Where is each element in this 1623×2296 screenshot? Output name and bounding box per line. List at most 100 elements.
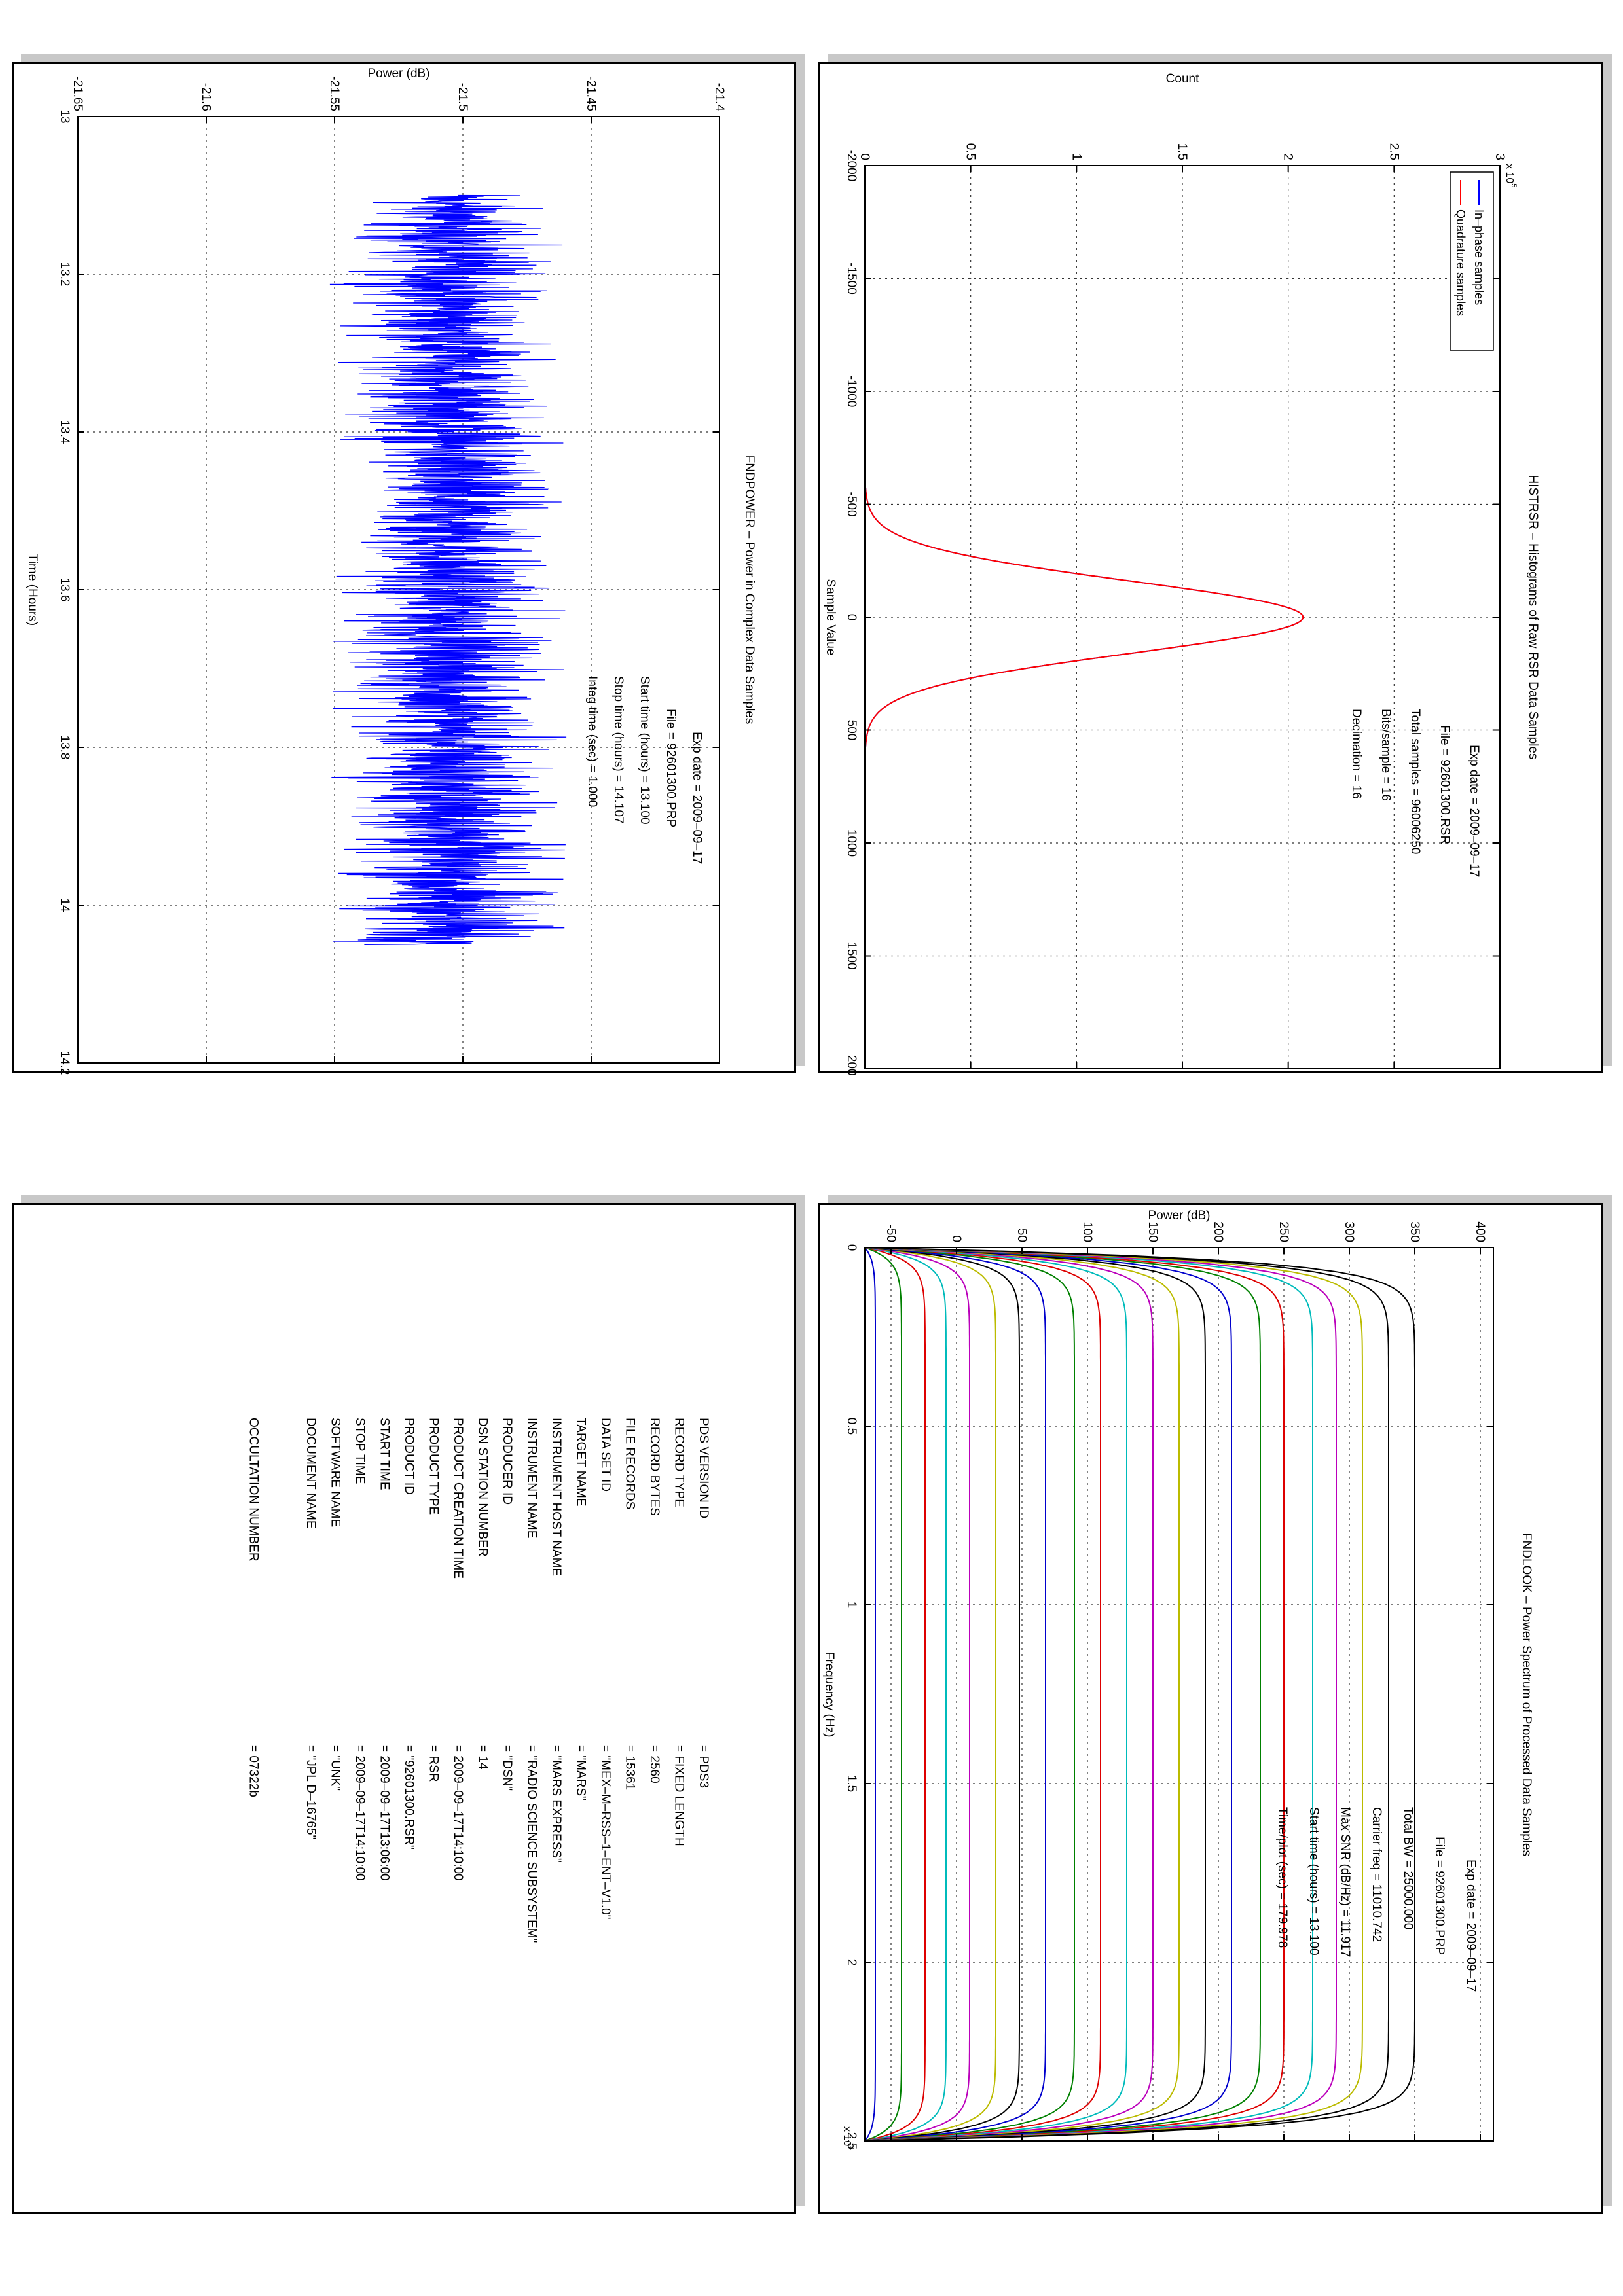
fndlook-annotation: Exp date = 2009–09–17	[1464, 1859, 1478, 1992]
fndlook-ytick-label: 350	[1408, 1221, 1421, 1242]
histrsr-title: HISTRSR – Histograms of Raw RSR Data Sam…	[1526, 475, 1540, 759]
histrsr-ytick-label: 2	[1281, 153, 1295, 160]
pds-label-value: = 2009–09–17T14:10:00	[353, 1745, 367, 1881]
fndpower-grid	[78, 117, 720, 1063]
fndlook-series-line	[864, 1247, 1232, 2142]
pds-label-key: RECORD TYPE	[672, 1418, 686, 1507]
pds-label-key: INSTRUMENT NAME	[525, 1418, 539, 1538]
fndlook-ticks: 0 0.5 1 1.5 2 2.5 -50 0 50 100 150 200 250 300 350 400	[845, 1221, 1493, 2149]
fndlook-ytick-label: 400	[1473, 1221, 1487, 1242]
fndlook-chart: 00.511.522.5-50 0 50 100 150 200 250 300 350 400 …	[822, 1209, 1533, 2150]
fndlook-annotation: File = 92601300.PRP	[1432, 1837, 1446, 1955]
pds-label-key: PRODUCT CREATION TIME	[451, 1418, 465, 1579]
pds-label-panel: PDS VERSION ID = PDS3 RECORD TYPE = FIXED L…	[12, 1203, 796, 2214]
fndlook-series-line	[864, 1247, 1180, 2142]
pds-label-value: = RSR	[427, 1745, 441, 1782]
fndlook-annotation: Carrier freq = 11010.742	[1370, 1807, 1383, 1942]
histrsr-annotations: Exp date = 2009–09–17 File = 92601300.RS…	[1349, 709, 1481, 877]
fndpower-annotation: Exp date = 2009–09–17	[690, 732, 704, 864]
fndlook-series-line	[864, 1247, 1154, 2142]
fndlook-xtick-label: 2.5	[845, 2132, 858, 2149]
fndlook-xlabel: Frequency (Hz)	[822, 1652, 836, 1738]
fndlook-ytick-label: -50	[884, 1225, 898, 1242]
pds-label-key: PRODUCT TYPE	[427, 1418, 441, 1515]
fndlook-ytick-label: 50	[1015, 1229, 1029, 1242]
fndpower-ylabel: Power (dB)	[367, 67, 429, 81]
pds-label-value: = "MEX–M–RSS–1–ENT–V1.0"	[598, 1745, 612, 1919]
pds-label-sheet: PDS VERSION ID = PDS3 RECORD TYPE = FIXED L…	[247, 1418, 711, 1943]
histrsr-ytick-label: 1.5	[1175, 143, 1189, 160]
fndlook-ytick-label: 200	[1211, 1221, 1225, 1242]
fndpower-ytick-label: -21.65	[71, 76, 84, 111]
fndlook-series-line	[864, 1247, 970, 2142]
fndlook-series-line	[864, 1247, 1389, 2142]
histrsr-ylabel: Count	[1166, 72, 1199, 86]
pds-label-value: = 14	[476, 1745, 490, 1770]
pds-label-key: INSTRUMENT HOST NAME	[549, 1418, 563, 1576]
fndlook-panel: 0 0.5 1 1.5 2 2.5 -50 0 50 100 150 200 250 300 350 400 …	[818, 1203, 1603, 2214]
histrsr-multiplier: x 105	[1504, 164, 1518, 187]
fndlook-series-line	[864, 1247, 1206, 2142]
fndpower-ticks: 13 13.2 13.4 13.6 13.8 14 14.2 -21.65 -21.6 -21.5…	[58, 76, 726, 1075]
pds-occultation-key: OCCULTATION NUMBER	[247, 1418, 261, 1562]
fndlook-ytick-label: 100	[1080, 1221, 1094, 1242]
histrsr-legend: In–phase samples Quadrature samples	[1450, 171, 1494, 351]
fndlook-xtick-label: 0.5	[845, 1418, 858, 1435]
fndlook-ytick-label: 300	[1342, 1221, 1356, 1242]
fndlook-ylabel: Power (dB)	[1148, 1209, 1210, 1223]
fndlook-series-line	[864, 1247, 902, 2142]
pds-label-key: STOP TIME	[353, 1418, 367, 1484]
fndpower-chart: 13 13.2 13.4 13.6 13.8 14 14.2 -21.65 -21.6 -21.5…	[26, 67, 756, 1075]
histrsr-legend-label-quadrature: Quadrature samples	[1454, 209, 1467, 316]
pds-label-value: = FIXED LENGTH	[672, 1745, 686, 1846]
histrsr-ticks: -2000 -1500 -1000 -500 0 500 1000 1500 2000 0 0.5 1…	[845, 143, 1506, 1075]
pds-label-value: = "UNK"	[329, 1745, 342, 1791]
fndlook-annotation: Time/plot (sec) = 179.978	[1275, 1807, 1289, 1948]
pds-label-value: = 2009–09–17T14:10:00	[451, 1745, 465, 1881]
histrsr-annotation: Bits/sample = 16	[1379, 709, 1393, 801]
pds-label-value: = 2009–09–17T13:06:00	[378, 1745, 392, 1881]
fndlook-series-line	[864, 1247, 1415, 2142]
fndlook-series-line	[864, 1247, 1075, 2142]
pds-label-key: PDS VERSION ID	[697, 1418, 710, 1518]
pds-label-value: = "DSN"	[500, 1745, 514, 1791]
fndlook-series-group	[864, 1247, 1415, 2142]
pds-label-value: = "RADIO SCIENCE SUBSYSTEM"	[525, 1745, 539, 1943]
fndlook-xtick-label: 1.5	[845, 1775, 858, 1792]
fndlook-series-line	[864, 1247, 1363, 2142]
fndlook-xtick-label: 0	[845, 1244, 858, 1251]
histrsr-legend-box	[1450, 171, 1494, 351]
histrsr-xtick-label: 2000	[845, 1055, 858, 1075]
histrsr-xtick-label: 1000	[845, 829, 858, 857]
fndlook-series-line	[864, 1247, 1101, 2142]
histrsr-ytick-label: 1	[1069, 153, 1083, 160]
histrsr-ytick-label: 2.5	[1387, 143, 1400, 160]
pds-label-key: DOCUMENT NAME	[304, 1418, 318, 1529]
fndlook-title: FNDLOOK – Power Spectrum of Processed Da…	[1520, 1533, 1533, 1856]
fndlook-annotation: Start time (hours) = 13.100	[1307, 1807, 1321, 1956]
fndpower-xtick-label: 14.2	[58, 1051, 71, 1075]
fndlook-series-line	[864, 1247, 876, 2142]
histrsr-annotation: File = 92601300.RSR	[1438, 725, 1451, 844]
fndpower-xtick-label: 13.2	[58, 262, 71, 287]
pds-label-key: FILE RECORDS	[623, 1418, 637, 1509]
fndpower-xtick-label: 13	[58, 109, 71, 123]
fndpower-series-line	[329, 194, 567, 945]
histrsr-legend-label-inphase: In–phase samples	[1472, 209, 1486, 305]
pds-label-key: SOFTWARE NAME	[329, 1418, 342, 1527]
fndpower-annotation: Integ time (sec) = 1.000	[585, 676, 599, 807]
fndpower-xtick-label: 13.8	[58, 736, 71, 760]
fndlook-ytick-label: 0	[949, 1235, 963, 1242]
histrsr-ytick-label: 3	[1493, 153, 1506, 160]
fndlook-series-line	[864, 1247, 926, 2142]
fndlook-ytick-label: 150	[1146, 1221, 1159, 1242]
pds-label-key: PRODUCT ID	[402, 1418, 416, 1495]
fndlook-series-line	[864, 1247, 947, 2142]
pds-label-value: = PDS3	[697, 1745, 710, 1788]
fndlook-axes-box	[864, 1247, 1494, 2142]
fndlook-series-line	[864, 1247, 1285, 2142]
histrsr-xtick-label: -1000	[845, 376, 858, 408]
histrsr-annotation: Exp date = 2009–09–17	[1467, 745, 1481, 877]
pds-label-value: = 15361	[623, 1745, 637, 1790]
histrsr-annotation: Total samples = 96006250	[1408, 709, 1422, 854]
